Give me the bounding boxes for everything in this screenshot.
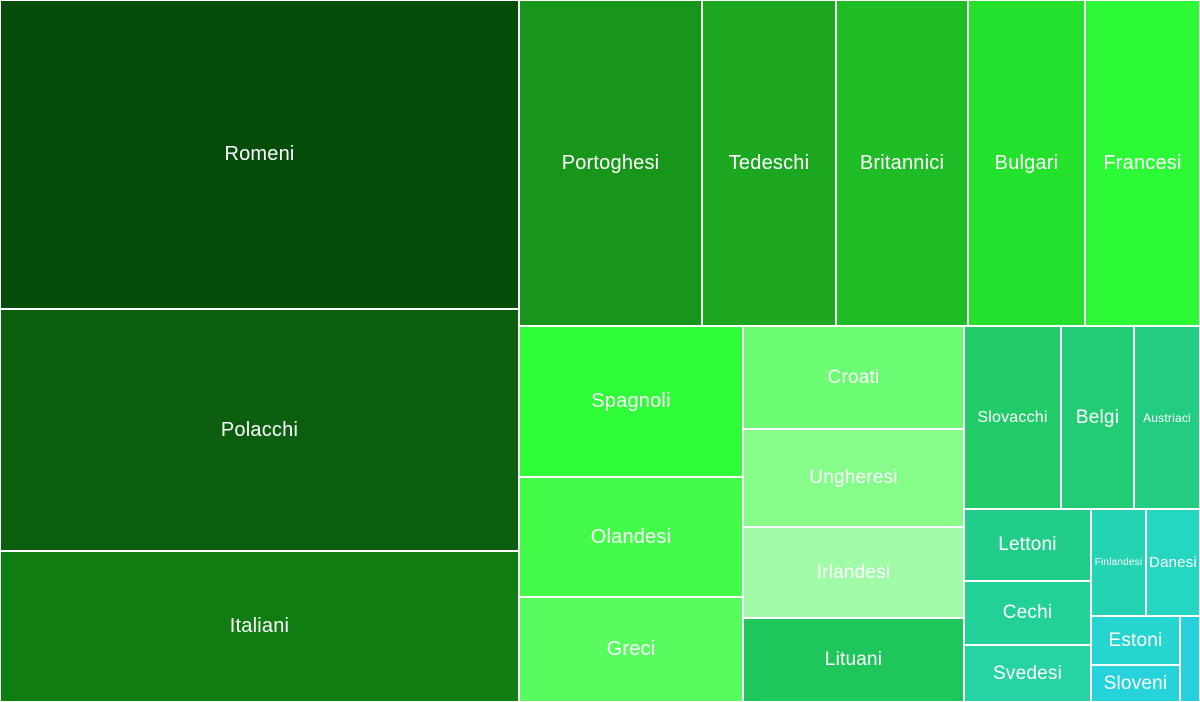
treemap-tile: Spagnoli [519, 326, 743, 477]
treemap-tile: Romeni [0, 0, 519, 309]
tile-label: Bulgari [994, 151, 1059, 174]
tile-label: Olandesi [590, 525, 672, 548]
tile-label: Danesi [1149, 554, 1197, 571]
treemap-tile: Lettoni [964, 509, 1091, 581]
tile-label: Italiani [229, 615, 290, 637]
treemap-tile: Polacchi [0, 309, 519, 551]
treemap-tile: Belgi [1061, 326, 1134, 509]
treemap-tile: Slovacchi [964, 326, 1061, 509]
treemap-tile: Lituani [743, 618, 964, 702]
treemap-tile: Svedesi [964, 645, 1091, 702]
treemap-tile: Portoghesi [519, 0, 702, 326]
treemap-tile: Irlandesi [743, 527, 964, 618]
tile-label: Polacchi [220, 418, 299, 441]
tile-label: Britannici [859, 151, 945, 174]
treemap-tile: Danesi [1146, 509, 1200, 616]
treemap-tile: Francesi [1085, 0, 1200, 326]
treemap-tile: Britannici [836, 0, 968, 326]
treemap-tile: Greci [519, 597, 743, 702]
treemap-tile: Tedeschi [702, 0, 836, 326]
treemap-tile: Cechi [964, 581, 1091, 645]
tile-label: Estoni [1108, 629, 1163, 651]
tile-label: Lettoni [998, 534, 1057, 555]
tile-label: Tedeschi [728, 151, 810, 174]
tile-label: Belgi [1075, 406, 1120, 428]
treemap-tile: Bulgari [968, 0, 1085, 326]
tile-label: Cechi [1002, 602, 1053, 623]
tile-label: Romeni [224, 143, 295, 165]
treemap-tile: Italiani [0, 551, 519, 702]
treemap-tile [1180, 616, 1200, 702]
treemap-tile: Sloveni [1091, 665, 1180, 702]
tile-label: Slovacchi [977, 408, 1048, 426]
treemap-tile: Olandesi [519, 477, 743, 597]
tile-label: Lituani [824, 649, 883, 670]
treemap-tile: Austriaci [1134, 326, 1200, 509]
tile-label: Sloveni [1103, 672, 1168, 694]
treemap-tile: Croati [743, 326, 964, 429]
tile-label: Irlandesi [816, 561, 891, 583]
tile-label: Austriaci [1143, 410, 1191, 425]
tile-label: Finlandesi [1094, 557, 1143, 568]
treemap-tile: Ungheresi [743, 429, 964, 527]
tile-label: Portoghesi [561, 151, 660, 174]
treemap-tile: Estoni [1091, 616, 1180, 665]
tile-label: Croati [827, 366, 880, 388]
treemap-tile: Finlandesi [1091, 509, 1146, 616]
tile-label: Spagnoli [591, 390, 671, 412]
tile-label: Ungheresi [809, 467, 898, 488]
tile-label: Greci [606, 638, 656, 660]
tile-label: Francesi [1103, 151, 1182, 174]
tile-label: Svedesi [993, 662, 1062, 684]
